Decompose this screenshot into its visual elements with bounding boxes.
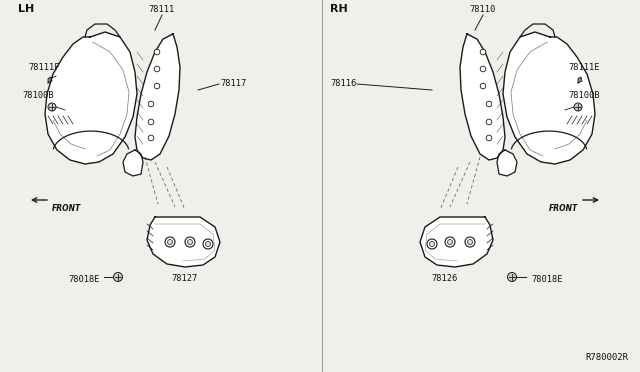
Polygon shape <box>123 150 143 176</box>
Circle shape <box>203 239 213 249</box>
Text: 78111F: 78111F <box>28 63 60 72</box>
Text: 78018E: 78018E <box>68 276 99 285</box>
Polygon shape <box>420 217 493 267</box>
Text: 78126: 78126 <box>432 274 458 283</box>
Text: 78117: 78117 <box>220 80 246 89</box>
Circle shape <box>154 49 160 55</box>
Polygon shape <box>497 150 517 176</box>
Circle shape <box>148 101 154 107</box>
Circle shape <box>486 135 492 141</box>
Circle shape <box>486 119 492 125</box>
Polygon shape <box>503 32 595 164</box>
Circle shape <box>445 237 455 247</box>
Circle shape <box>188 240 193 244</box>
Circle shape <box>48 103 56 111</box>
Circle shape <box>480 66 486 72</box>
Circle shape <box>480 83 486 89</box>
Text: FRONT: FRONT <box>548 204 578 213</box>
Polygon shape <box>578 77 582 83</box>
Polygon shape <box>135 34 180 160</box>
Circle shape <box>148 135 154 141</box>
Circle shape <box>465 237 475 247</box>
Text: 78018E: 78018E <box>531 276 563 285</box>
Circle shape <box>185 237 195 247</box>
Text: LH: LH <box>18 4 35 14</box>
Circle shape <box>508 273 516 282</box>
Circle shape <box>486 101 492 107</box>
Polygon shape <box>45 32 137 164</box>
Text: RH: RH <box>330 4 348 14</box>
Circle shape <box>467 240 472 244</box>
Polygon shape <box>147 217 220 267</box>
Text: 78100B: 78100B <box>22 91 54 100</box>
Circle shape <box>168 240 173 244</box>
Text: 78116: 78116 <box>330 80 356 89</box>
Text: 78110: 78110 <box>470 5 496 14</box>
Circle shape <box>427 239 437 249</box>
Circle shape <box>154 66 160 72</box>
Circle shape <box>154 83 160 89</box>
Polygon shape <box>48 77 52 83</box>
Text: 78127: 78127 <box>172 274 198 283</box>
Circle shape <box>447 240 452 244</box>
Circle shape <box>205 241 211 247</box>
Polygon shape <box>460 34 505 160</box>
Text: 78100B: 78100B <box>568 91 600 100</box>
Circle shape <box>148 119 154 125</box>
Text: 78111: 78111 <box>149 5 175 14</box>
Circle shape <box>480 49 486 55</box>
Circle shape <box>429 241 435 247</box>
Circle shape <box>165 237 175 247</box>
Circle shape <box>574 103 582 111</box>
Text: R780002R: R780002R <box>585 353 628 362</box>
Circle shape <box>113 273 122 282</box>
Text: FRONT: FRONT <box>52 204 81 213</box>
Text: 78111E: 78111E <box>568 63 600 72</box>
